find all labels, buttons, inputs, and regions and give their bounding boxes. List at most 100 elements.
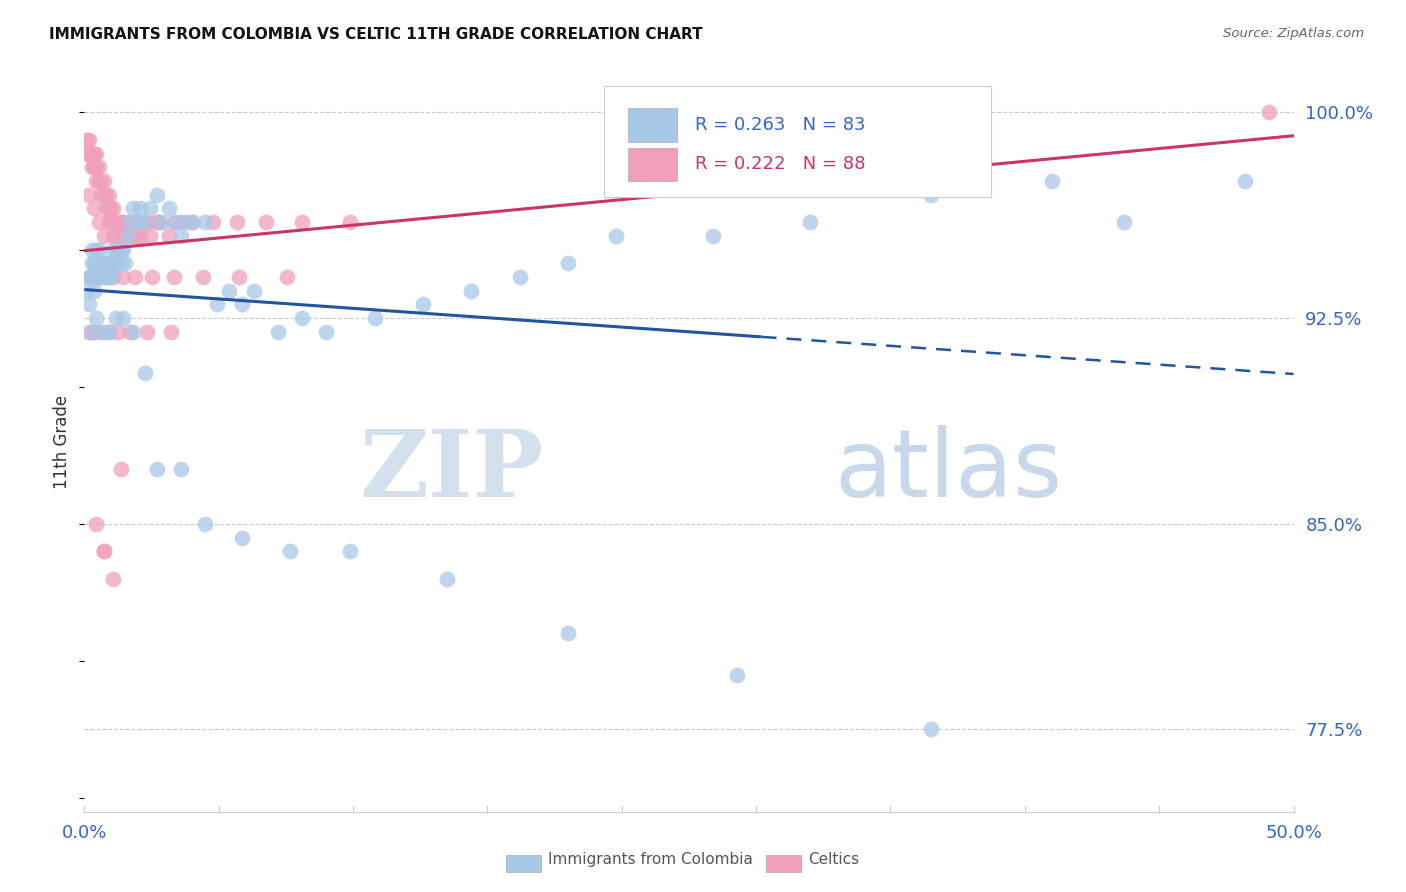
Point — [93, 256, 115, 270]
Point — [87, 161, 110, 175]
Point — [90, 256, 112, 270]
Point — [160, 325, 183, 339]
Point — [100, 256, 122, 270]
Point — [83, 202, 105, 216]
Point — [80, 270, 103, 285]
Point — [103, 202, 125, 216]
FancyBboxPatch shape — [605, 87, 991, 197]
Point — [83, 161, 105, 175]
Point — [121, 202, 143, 216]
Text: Immigrants from Colombia: Immigrants from Colombia — [548, 852, 754, 867]
Point — [163, 270, 186, 285]
Point — [90, 187, 112, 202]
Point — [104, 215, 127, 229]
Point — [80, 256, 103, 270]
Point — [129, 202, 152, 216]
Point — [103, 270, 125, 285]
Point — [100, 270, 122, 285]
Point — [146, 215, 169, 229]
Point — [107, 243, 129, 257]
Point — [83, 325, 105, 339]
Point — [80, 243, 103, 257]
Point — [97, 187, 120, 202]
Point — [339, 215, 361, 229]
Point — [201, 215, 224, 229]
Point — [146, 187, 169, 202]
Point — [77, 270, 100, 285]
Point — [363, 311, 385, 326]
Point — [80, 161, 103, 175]
Point — [90, 325, 112, 339]
Point — [228, 270, 250, 285]
Text: IMMIGRANTS FROM COLOMBIA VS CELTIC 11TH GRADE CORRELATION CHART: IMMIGRANTS FROM COLOMBIA VS CELTIC 11TH … — [49, 27, 703, 42]
Point — [120, 325, 142, 339]
Point — [436, 572, 458, 586]
Point — [120, 228, 142, 243]
Point — [124, 228, 146, 243]
Point — [170, 215, 193, 229]
Point — [136, 215, 159, 229]
Point — [93, 325, 115, 339]
Point — [110, 462, 132, 476]
Point — [86, 311, 108, 326]
Point — [77, 297, 100, 311]
Point — [103, 243, 125, 257]
Text: R = 0.222   N = 88: R = 0.222 N = 88 — [695, 155, 866, 173]
Point — [146, 462, 169, 476]
Point — [97, 325, 120, 339]
Point — [134, 366, 156, 380]
Point — [110, 243, 132, 257]
Point — [157, 228, 180, 243]
Point — [93, 187, 115, 202]
Point — [138, 228, 160, 243]
Point — [124, 270, 146, 285]
Point — [1114, 215, 1136, 229]
Point — [83, 270, 105, 285]
Point — [86, 161, 108, 175]
Point — [110, 256, 132, 270]
Point — [112, 270, 135, 285]
Point — [86, 146, 108, 161]
Point — [87, 243, 110, 257]
Point — [117, 228, 139, 243]
Point — [87, 174, 110, 188]
Point — [120, 215, 142, 229]
Point — [94, 270, 117, 285]
Point — [77, 133, 100, 147]
Point — [150, 215, 173, 229]
Point — [77, 325, 100, 339]
Point — [120, 228, 142, 243]
Point — [77, 270, 100, 285]
Point — [103, 215, 125, 229]
Point — [339, 544, 361, 558]
Point — [557, 256, 579, 270]
Point — [207, 297, 229, 311]
Text: R = 0.263   N = 83: R = 0.263 N = 83 — [695, 116, 866, 134]
Point — [93, 544, 115, 558]
Point — [231, 531, 253, 545]
FancyBboxPatch shape — [628, 147, 676, 181]
Point — [107, 325, 129, 339]
Point — [291, 215, 314, 229]
Point — [90, 174, 112, 188]
Point — [87, 215, 110, 229]
Point — [97, 270, 120, 285]
Point — [412, 297, 434, 311]
Point — [121, 215, 143, 229]
Point — [191, 270, 214, 285]
Text: Source: ZipAtlas.com: Source: ZipAtlas.com — [1223, 27, 1364, 40]
Point — [77, 187, 100, 202]
Point — [509, 270, 531, 285]
Point — [80, 146, 103, 161]
Point — [83, 284, 105, 298]
Point — [87, 270, 110, 285]
Point — [170, 462, 193, 476]
Point — [80, 325, 103, 339]
Point — [254, 215, 277, 229]
Point — [77, 146, 100, 161]
Point — [93, 174, 115, 188]
Point — [460, 284, 482, 298]
Point — [242, 284, 264, 298]
Point — [267, 325, 290, 339]
Point — [180, 215, 202, 229]
